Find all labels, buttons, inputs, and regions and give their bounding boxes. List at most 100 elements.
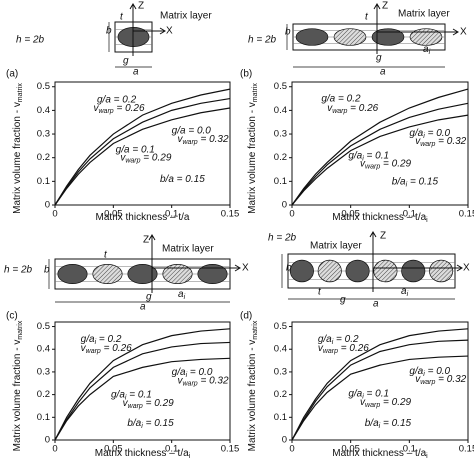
curve-annotation: g/ai = 0.1 xyxy=(111,389,152,401)
x-tick-label: 0.05 xyxy=(341,209,360,220)
x-tick-label: 0.05 xyxy=(104,209,123,220)
x-axis-label: Matrix thickness – t/ai xyxy=(95,448,191,460)
curve-annotation-part: v xyxy=(120,152,126,163)
x-arrow xyxy=(456,264,463,272)
data-line xyxy=(291,114,469,206)
curve-annotation-part: = 0.32 xyxy=(435,136,466,147)
curve-annotation-part: = 0.29 xyxy=(143,398,174,409)
curve-annotation-part: = 0.0 xyxy=(187,367,213,378)
data-line xyxy=(54,357,231,441)
curve-annotation-part: = 0.32 xyxy=(198,133,229,144)
curve-annotation-part: v xyxy=(360,158,366,169)
diagram-label: b xyxy=(286,263,292,274)
diagram-label-part: i xyxy=(407,291,409,298)
y-tick-label: 0.1 xyxy=(37,176,50,187)
y-tick-label: 0.5 xyxy=(274,81,287,92)
plot-frame xyxy=(54,81,231,206)
curve-annotation-part: = 0.26 xyxy=(114,103,145,114)
curve-annotation: g/ai = 0.0 xyxy=(172,367,213,379)
z-arrow xyxy=(129,3,137,10)
x-tick-label: 0 xyxy=(289,209,294,220)
x-tick-label: 0.15 xyxy=(459,209,474,220)
yarn xyxy=(429,259,454,283)
diagram-label: t xyxy=(120,12,124,23)
curve-annotation: vwarp = 0.29 xyxy=(360,397,411,409)
curve-annotation-part: g/a xyxy=(111,389,125,400)
curve-annotation-part: warp xyxy=(183,380,198,387)
y-axis-label: Matrix volume fraction - vmatrix xyxy=(12,320,24,451)
curve-annotation-part: v xyxy=(415,136,421,147)
x-arrow xyxy=(234,264,241,272)
y-axis-label: Matrix volume fraction - vmatrix xyxy=(12,83,24,214)
curve-annotation: vwarp = 0.29 xyxy=(120,152,171,164)
curve-annotation-part: g/a = 0.1 xyxy=(116,144,155,155)
diagram-label: h = 2b xyxy=(248,35,277,46)
x-tick-label: 0 xyxy=(52,444,57,455)
curve-annotation-part: i xyxy=(406,181,408,188)
y-axis-label-part: matrix xyxy=(252,83,259,103)
curve-annotation: vwarp = 0.32 xyxy=(415,374,466,386)
curve-annotation: vwarp = 0.26 xyxy=(94,103,145,115)
curve-annotation: b/ai = 0.15 xyxy=(365,418,412,430)
curve-annotation-part: = 0.2 xyxy=(96,334,122,345)
curve-annotation: g/a = 0.0 xyxy=(172,125,212,136)
curve-annotation: g/ai = 0.2 xyxy=(318,334,359,346)
y-axis-label-part: matrix xyxy=(17,83,24,103)
curve-annotation-part: b/a xyxy=(127,418,141,429)
curve-annotation-part: g/a xyxy=(409,365,423,376)
data-line xyxy=(291,88,469,206)
curve-annotation-part: = 0.32 xyxy=(435,374,466,385)
curve-annotation-part: = 0.15 xyxy=(143,418,174,429)
x-tick-label: 0.1 xyxy=(403,209,416,220)
curve-annotation-part: b/a xyxy=(392,176,406,187)
curve-annotation-part: warp xyxy=(365,402,380,409)
z-arrow xyxy=(369,231,377,238)
diagram-label: ai xyxy=(423,44,431,56)
panel-label: (d) xyxy=(240,311,252,322)
curve-annotation: b/a = 0.15 xyxy=(160,174,205,185)
curve-annotation: vwarp = 0.26 xyxy=(327,103,378,115)
x-axis-label-part: i xyxy=(189,453,191,460)
curve-annotation-part: i xyxy=(423,133,425,140)
yarn xyxy=(373,259,398,283)
diagram-label: Z xyxy=(382,1,388,12)
y-tick-label: 0.3 xyxy=(274,366,287,377)
curve-annotation-part: = 0.1 xyxy=(364,388,389,399)
yarn xyxy=(295,28,329,46)
panel-label: (a) xyxy=(6,69,18,80)
y-tick-label: 0.3 xyxy=(37,366,50,377)
curve-annotation-part: = 0.15 xyxy=(380,418,411,429)
y-tick-label: 0.2 xyxy=(274,152,287,163)
curve-annotation-part: g/a xyxy=(318,334,332,345)
curve-annotation-part: i xyxy=(141,423,143,430)
curve-annotation-part: b/a = 0.15 xyxy=(160,174,205,185)
y-tick-label: 0.1 xyxy=(274,176,287,187)
z-arrow xyxy=(148,234,156,241)
curve-annotation-part: g/a = 0.2 xyxy=(97,94,137,105)
curve-annotation-part: = 0.2 xyxy=(333,334,359,345)
yarn xyxy=(317,259,342,283)
yarn xyxy=(162,264,193,284)
y-tick-label: 0 xyxy=(282,435,287,446)
curve-annotation-part: warp xyxy=(420,141,435,148)
yarn xyxy=(127,264,158,284)
curve-annotation-part: = 0.15 xyxy=(407,176,438,187)
curve-annotation-part: v xyxy=(415,374,421,385)
curve-annotation-part: = 0.32 xyxy=(198,375,229,386)
curve-annotation-part: = 0.1 xyxy=(364,150,389,161)
curve-annotation-part: = 0.1 xyxy=(126,389,151,400)
x-tick-label: 0.15 xyxy=(459,444,474,455)
curve-annotation-part: i xyxy=(186,372,188,379)
diagram-label: X xyxy=(166,26,173,37)
yarn xyxy=(409,28,443,46)
curve-annotation-part: i xyxy=(362,393,364,400)
curve-annotation: vwarp = 0.32 xyxy=(178,375,229,387)
curve-annotation-part: = 0.29 xyxy=(380,397,411,408)
curve-annotation-part: warp xyxy=(128,403,143,410)
curve-annotation-part: v xyxy=(178,375,184,386)
curve-annotation-part: warp xyxy=(86,348,101,355)
x-axis-label: Matrix thickness – t/ai xyxy=(332,448,428,460)
diagram-label: b xyxy=(285,27,291,38)
data-line xyxy=(291,355,469,441)
curve-annotation-part: = 0.0 xyxy=(425,127,451,138)
